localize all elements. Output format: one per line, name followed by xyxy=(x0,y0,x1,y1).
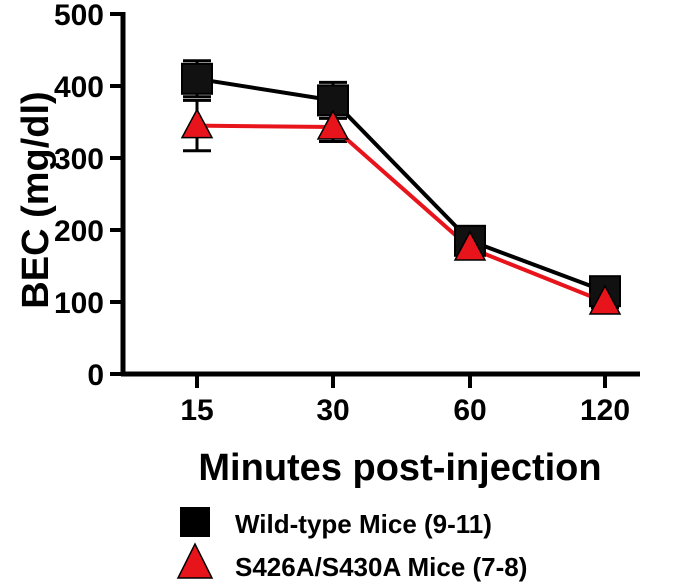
series-markers-1 xyxy=(180,108,622,315)
x-tick-label: 120 xyxy=(580,394,630,427)
x-tick-label: 15 xyxy=(180,394,213,427)
y-tick-label: 500 xyxy=(54,0,104,32)
y-tick-label: 400 xyxy=(54,71,104,104)
y-ticks: 0 100 200 300 400 500 xyxy=(54,0,123,392)
series-line xyxy=(196,76,606,294)
series-line xyxy=(196,123,606,304)
legend-label-wild-type: Wild-type Mice (9-11) xyxy=(235,509,492,539)
series-1 xyxy=(183,98,619,310)
y-tick-label: 0 xyxy=(87,359,104,392)
y-tick-label: 300 xyxy=(54,143,104,176)
plot-area xyxy=(180,59,622,315)
y-axis-title: BEC (mg/dl) xyxy=(15,91,57,308)
x-tick-label: 30 xyxy=(316,394,349,427)
triangle-marker xyxy=(316,109,350,140)
square-marker xyxy=(181,62,213,95)
series-0 xyxy=(183,59,619,300)
legend-item-wild-type: Wild-type Mice (9-11) xyxy=(180,507,492,539)
legend: Wild-type Mice (9-11) S426A/S430A Mice (… xyxy=(176,507,527,582)
legend-label-s426a-s430a: S426A/S430A Mice (7-8) xyxy=(235,552,527,582)
y-tick-label: 100 xyxy=(54,287,104,320)
x-ticks: 15 30 60 120 xyxy=(180,374,630,427)
triangle-marker xyxy=(453,230,487,261)
x-axis-title: Minutes post-injection xyxy=(198,447,601,489)
legend-item-s426a-s430a: S426A/S430A Mice (7-8) xyxy=(176,542,527,582)
legend-triangle-marker xyxy=(176,542,214,579)
triangle-marker xyxy=(588,284,622,315)
triangle-marker xyxy=(180,108,214,139)
legend-square-marker xyxy=(180,507,210,537)
x-tick-label: 60 xyxy=(453,394,486,427)
y-tick-label: 200 xyxy=(54,215,104,248)
